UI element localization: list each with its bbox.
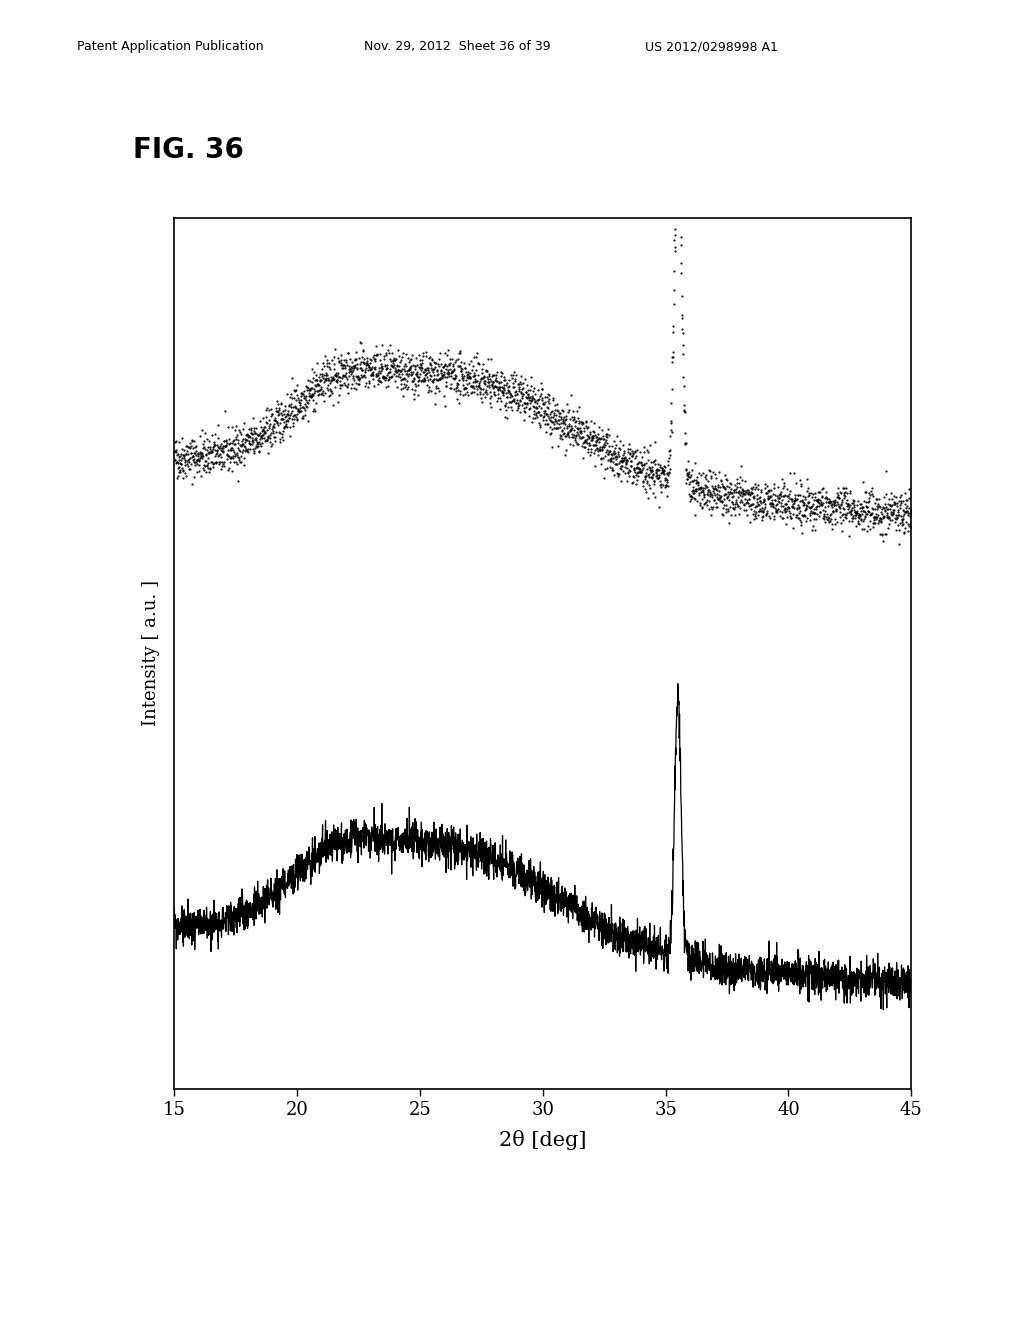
Text: Patent Application Publication: Patent Application Publication xyxy=(77,40,263,53)
X-axis label: 2θ [deg]: 2θ [deg] xyxy=(499,1130,587,1150)
Y-axis label: Intensity [ a.u. ]: Intensity [ a.u. ] xyxy=(142,581,160,726)
Text: FIG. 36: FIG. 36 xyxy=(133,136,244,165)
Text: US 2012/0298998 A1: US 2012/0298998 A1 xyxy=(645,40,778,53)
Text: Nov. 29, 2012  Sheet 36 of 39: Nov. 29, 2012 Sheet 36 of 39 xyxy=(364,40,550,53)
